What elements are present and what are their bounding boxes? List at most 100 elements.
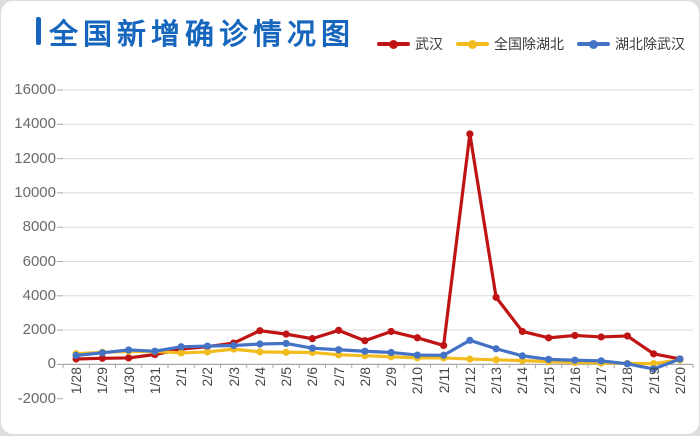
y-tick-label: 8000 bbox=[22, 218, 56, 236]
data-point-武汉-2/4 bbox=[256, 327, 264, 335]
data-point-武汉-2/13 bbox=[492, 293, 500, 301]
data-point-武汉-1/30 bbox=[125, 354, 133, 362]
legend-item-wuhan: 武汉 bbox=[377, 34, 443, 54]
x-tick-label: 2/1 bbox=[173, 367, 190, 387]
data-point-武汉-2/7 bbox=[335, 326, 343, 334]
data-point-武汉-2/6 bbox=[308, 335, 316, 343]
x-tick-label: 2/8 bbox=[356, 367, 373, 387]
data-point-湖北除武汉-2/4 bbox=[256, 340, 264, 348]
x-tick-label: 2/15 bbox=[540, 367, 557, 395]
x-tick-label: 2/6 bbox=[304, 367, 321, 387]
y-tick-label: 12000 bbox=[14, 149, 56, 167]
data-point-湖北除武汉-2/5 bbox=[282, 339, 290, 348]
data-point-湖北除武汉-2/14 bbox=[518, 352, 526, 360]
x-tick-label: 2/2 bbox=[199, 367, 216, 387]
data-point-武汉-2/16 bbox=[571, 331, 579, 340]
data-point-全国除湖北-2/2 bbox=[203, 348, 211, 356]
data-point-武汉-2/8 bbox=[361, 337, 369, 345]
data-point-武汉-2/18 bbox=[623, 332, 631, 340]
data-point-全国除湖北-2/4 bbox=[256, 348, 264, 356]
legend-label: 湖北除武汉 bbox=[615, 36, 685, 52]
y-tick-label: -2000 bbox=[17, 389, 56, 407]
y-tick-label: 6000 bbox=[22, 252, 56, 270]
x-tick-label: 2/16 bbox=[566, 367, 583, 395]
data-point-湖北除武汉-2/11 bbox=[440, 351, 448, 359]
data-point-湖北除武汉-2/8 bbox=[361, 347, 369, 355]
x-tick-label: 1/30 bbox=[120, 367, 137, 395]
data-point-武汉-2/11 bbox=[440, 341, 448, 350]
data-point-湖北除武汉-2/15 bbox=[545, 355, 553, 363]
data-point-湖北除武汉-1/31 bbox=[151, 347, 159, 355]
legend-item-hubei-except-wuhan: 湖北除武汉 bbox=[577, 34, 685, 54]
series-line-全国除湖北 bbox=[74, 347, 682, 366]
x-tick-label: 2/20 bbox=[671, 367, 688, 395]
legend-line-dot-icon bbox=[377, 39, 410, 49]
series-line-武汉 bbox=[74, 132, 682, 361]
x-tick-label: 2/14 bbox=[514, 367, 531, 395]
x-tick-label: 2/17 bbox=[593, 367, 610, 395]
data-point-湖北除武汉-2/18 bbox=[623, 360, 631, 368]
data-point-武汉-2/19 bbox=[650, 350, 658, 358]
y-tick-label: 10000 bbox=[14, 183, 56, 201]
legend: 武汉 全国除湖北 湖北除武汉 bbox=[377, 34, 685, 54]
legend-label: 武汉 bbox=[415, 36, 443, 52]
x-tick-label: 2/5 bbox=[278, 367, 295, 387]
data-point-湖北除武汉-2/3 bbox=[230, 341, 238, 350]
data-point-武汉-2/9 bbox=[387, 327, 395, 336]
data-point-武汉-2/14 bbox=[518, 327, 526, 336]
data-point-湖北除武汉-2/12 bbox=[466, 336, 474, 344]
data-point-武汉-2/17 bbox=[597, 333, 605, 341]
x-tick-label: 1/29 bbox=[94, 367, 111, 395]
legend-line-dot-icon bbox=[577, 39, 610, 49]
data-point-武汉-2/12 bbox=[466, 130, 474, 138]
data-point-湖北除武汉-2/19 bbox=[650, 365, 658, 373]
data-point-全国除湖北-2/13 bbox=[492, 356, 500, 364]
legend-line-dot-icon bbox=[456, 39, 489, 49]
data-point-武汉-2/5 bbox=[282, 330, 290, 338]
x-tick-label: 1/31 bbox=[146, 367, 163, 395]
x-tick-label: 1/28 bbox=[68, 367, 85, 395]
data-point-湖北除武汉-2/16 bbox=[571, 356, 579, 364]
y-tick-label: 14000 bbox=[14, 115, 56, 133]
x-tick-label: 2/19 bbox=[645, 367, 662, 395]
legend-item-national-except-hubei: 全国除湖北 bbox=[456, 34, 564, 54]
data-point-武汉-2/15 bbox=[545, 334, 553, 342]
data-point-湖北除武汉-2/20 bbox=[676, 355, 684, 363]
data-point-湖北除武汉-2/13 bbox=[492, 345, 500, 353]
data-point-湖北除武汉-2/9 bbox=[387, 348, 395, 357]
data-point-全国除湖北-2/7 bbox=[335, 351, 343, 359]
x-tick-label: 2/13 bbox=[488, 367, 505, 395]
title-accent-bar bbox=[36, 17, 41, 45]
x-tick-label: 2/9 bbox=[383, 367, 400, 387]
x-tick-label: 2/10 bbox=[409, 367, 426, 395]
data-point-湖北除武汉-2/17 bbox=[597, 357, 605, 365]
data-point-全国除湖北-2/19 bbox=[650, 360, 658, 368]
data-point-湖北除武汉-1/29 bbox=[98, 349, 106, 357]
x-tick-label: 2/4 bbox=[251, 367, 268, 387]
data-point-湖北除武汉-1/28 bbox=[72, 351, 80, 359]
x-tick-label: 2/18 bbox=[619, 367, 636, 395]
x-tick-label: 2/7 bbox=[330, 367, 347, 387]
x-tick-label: 2/3 bbox=[225, 367, 242, 387]
data-point-全国除湖北-2/5 bbox=[282, 348, 290, 356]
data-point-武汉-2/10 bbox=[413, 334, 421, 342]
data-point-湖北除武汉-2/2 bbox=[203, 342, 211, 350]
y-tick-label: 0 bbox=[47, 355, 56, 373]
y-tick-label: 2000 bbox=[22, 321, 56, 339]
data-point-湖北除武汉-2/6 bbox=[308, 344, 316, 352]
y-tick-label: 4000 bbox=[22, 286, 56, 304]
data-point-全国除湖北-2/1 bbox=[177, 349, 185, 357]
chart-title: 全国新增确诊情况图 bbox=[49, 19, 356, 51]
legend-label: 全国除湖北 bbox=[494, 36, 564, 52]
data-point-武汉-1/29 bbox=[98, 354, 106, 362]
data-point-全国除湖北-2/12 bbox=[466, 355, 474, 363]
x-tick-label: 2/12 bbox=[461, 367, 478, 395]
data-point-湖北除武汉-1/30 bbox=[125, 346, 133, 354]
x-tick-label: 2/11 bbox=[435, 367, 452, 394]
series-line-湖北除武汉 bbox=[74, 338, 682, 371]
data-point-湖北除武汉-2/1 bbox=[177, 343, 185, 351]
data-point-湖北除武汉-2/10 bbox=[413, 351, 421, 359]
